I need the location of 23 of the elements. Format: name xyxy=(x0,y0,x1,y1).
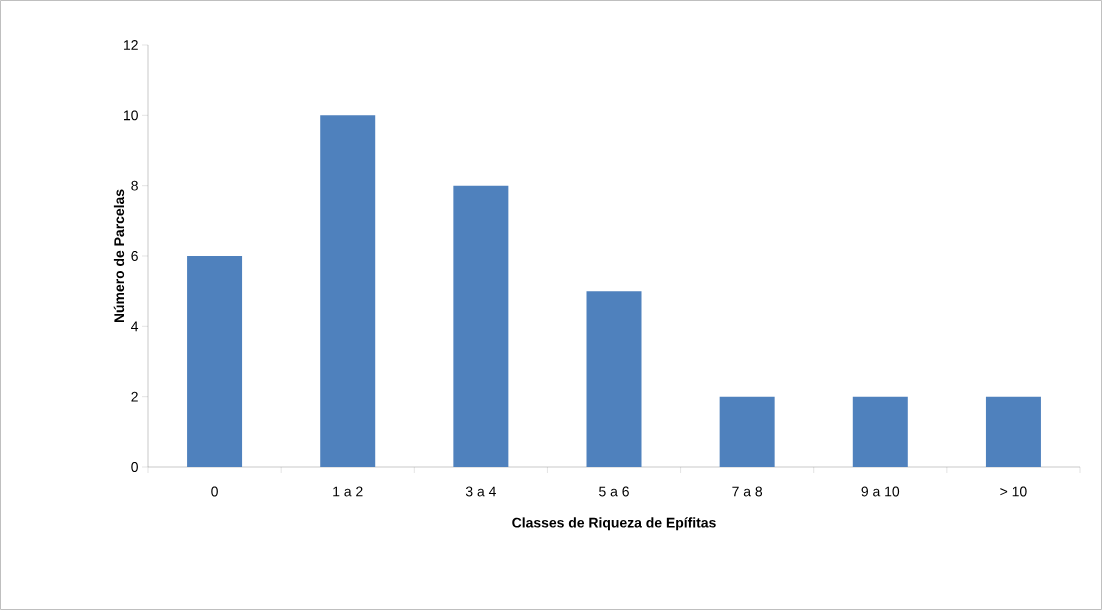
x-tick-label: 1 a 2 xyxy=(333,486,363,497)
x-tick-label: 0 xyxy=(211,486,218,497)
x-tick-label: > 10 xyxy=(1000,486,1027,497)
bar xyxy=(187,256,243,467)
y-axis-title: Número de Parcelas xyxy=(113,189,125,323)
bar xyxy=(586,291,642,467)
bar xyxy=(719,396,775,467)
y-tick-label: 6 xyxy=(131,251,138,261)
y-tick-label: 10 xyxy=(124,110,138,121)
bar xyxy=(320,115,376,467)
bar xyxy=(852,396,908,467)
x-tick-label: 7 a 8 xyxy=(732,486,763,497)
x-tick-label: 3 a 4 xyxy=(465,486,496,497)
x-tick-label: 9 a 10 xyxy=(861,486,900,497)
x-tick-label: 5 a 6 xyxy=(599,486,629,497)
y-tick-label: 12 xyxy=(124,40,138,50)
y-tick-label: 8 xyxy=(131,180,138,191)
y-tick-label: 2 xyxy=(131,391,138,402)
y-tick-label: 0 xyxy=(131,462,138,472)
bar xyxy=(453,185,509,467)
bar xyxy=(985,396,1041,467)
y-tick-label: 4 xyxy=(131,321,139,332)
x-axis-title: Classes de Riqueza de Epífitas xyxy=(512,517,716,531)
